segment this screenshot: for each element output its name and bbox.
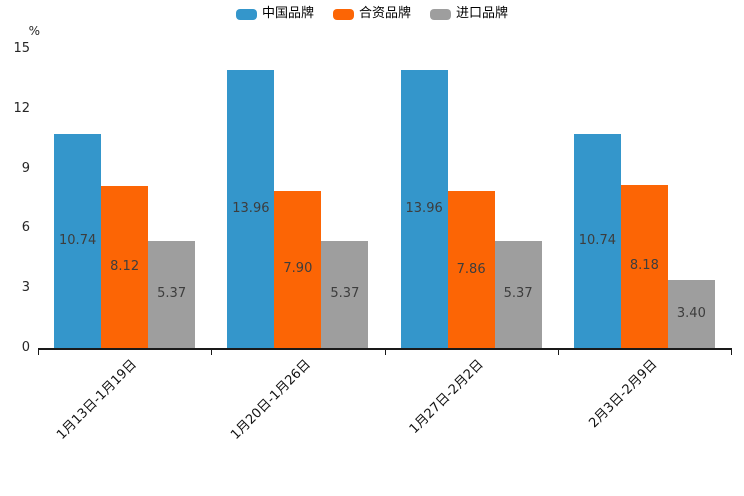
y-axis-unit-label: % <box>28 24 40 38</box>
legend-label: 进口品牌 <box>456 6 509 21</box>
bar: 10.74 <box>54 133 102 348</box>
legend-swatch-icon <box>332 8 354 20</box>
bar-value-label: 5.37 <box>330 286 360 302</box>
y-tick-label: 12 <box>13 100 30 116</box>
bar-value-label: 10.74 <box>578 232 616 248</box>
x-axis-tick <box>557 350 559 355</box>
legend-item: 合资品牌 <box>332 6 411 22</box>
bar-value-label: 5.37 <box>157 286 187 302</box>
bar: 7.86 <box>447 191 495 348</box>
bar-value-label: 7.86 <box>456 261 486 277</box>
x-axis-tick <box>211 350 213 355</box>
legend-label: 合资品牌 <box>358 6 411 21</box>
bar-value-label: 10.74 <box>59 232 97 248</box>
bar: 5.37 <box>494 240 542 348</box>
bar: 13.96 <box>400 69 448 348</box>
x-axis-tick <box>38 350 39 355</box>
bar: 5.37 <box>321 240 369 348</box>
bar-value-label: 3.40 <box>676 306 706 322</box>
legend-item: 进口品牌 <box>430 6 508 22</box>
y-tick-label: 9 <box>21 160 30 176</box>
x-axis-line <box>38 348 732 350</box>
y-tick-label: 3 <box>21 280 30 296</box>
bar-value-label: 8.18 <box>629 258 659 274</box>
bar: 7.90 <box>274 190 322 348</box>
x-tick-label: 1月27日-2月2日 <box>406 357 487 437</box>
y-tick-label: 0 <box>21 340 30 355</box>
y-tick-label: 15 <box>13 41 30 56</box>
legend-label: 中国品牌 <box>261 6 314 21</box>
legend-swatch-icon <box>235 8 257 20</box>
bar: 13.96 <box>227 69 275 348</box>
bar-value-label: 13.96 <box>232 200 270 216</box>
bar-value-label: 13.96 <box>405 200 443 216</box>
bar-value-label: 5.37 <box>503 286 533 302</box>
bar-value-label: 7.90 <box>283 261 313 277</box>
bar: 5.37 <box>148 240 196 348</box>
legend-item: 中国品牌 <box>235 6 314 22</box>
x-axis-tick <box>384 350 386 355</box>
legend-swatch-icon <box>430 8 451 20</box>
x-tick-label: 1月20日-1月26日 <box>227 357 314 443</box>
bar: 3.40 <box>667 280 715 348</box>
bar: 8.18 <box>620 184 668 348</box>
y-tick-label: 6 <box>21 220 30 236</box>
chart-legend: 中国品牌 合资品牌 进口品牌 <box>0 6 744 22</box>
x-tick-label: 2月3日-2月9日 <box>585 357 660 432</box>
bar-value-label: 8.12 <box>110 259 140 275</box>
x-axis-tick <box>731 350 732 355</box>
bar: 8.12 <box>101 186 149 348</box>
x-tick-label: 1月13日-1月19日 <box>54 357 141 443</box>
bar: 10.74 <box>573 133 621 348</box>
